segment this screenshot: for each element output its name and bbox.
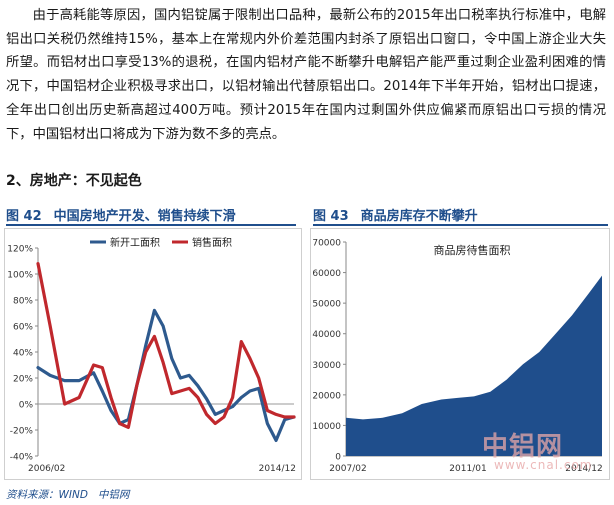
figure-42-number: 图 42 [6,209,42,224]
y-tick-label: 80% [13,297,33,307]
figure-43-caption: 商品房库存不断攀升 [360,209,478,224]
y-tick-label: 60000 [312,269,341,279]
figure-43-number: 图 43 [313,209,349,224]
y-tick-label: -20% [10,427,34,437]
figure-42-title: 图 42 中国房地产开发、销售持续下滑 [6,205,236,224]
x-tick-label: 2006/02 [28,464,65,474]
series-line-2 [36,261,296,429]
legend-label-2: 销售面积 [192,236,232,249]
chart-frame [4,228,302,480]
figure-42-rule [6,224,296,226]
figure-43-rule [313,224,608,226]
y-tick-label: 0 [335,453,341,463]
legend-label-1: 新开工面积 [110,236,160,249]
source-note: 资料来源：WIND 中铝网 [6,487,139,502]
x-tick-label: 2014/12 [259,464,296,474]
y-tick-label: 10000 [312,422,341,432]
line-chart-figure-42: -40% -20% 0% 20% 40% 60% 80% 100% 120% 2006/02 201… [4,228,302,480]
section-heading: 2、房地产：不见起色 [6,173,142,189]
chart-frame [310,228,610,480]
y-tick-label: 0% [19,401,34,411]
source-label: 资料来源：WIND [6,489,88,501]
y-tick-label: 40000 [312,330,341,340]
x-tick-label: 2014/12 [565,464,602,474]
y-tick-label: 30000 [312,361,341,371]
series-line-1 [36,308,296,442]
article-paragraph: 由于高耗能等原因，国内铝锭属于限制出口品种，最新公布的2015年出口税率执行标准… [6,8,606,142]
x-tick-label: 2011/01 [449,464,486,474]
y-tick-label: 50000 [312,300,341,310]
y-tick-label: 120% [7,245,33,255]
y-tick-label: 100% [7,271,33,281]
source-org: 中铝网 [97,489,130,501]
y-tick-label: -40% [10,453,34,463]
area-series [346,275,602,456]
chart-title: 商品房待售面积 [434,243,511,257]
y-tick-label: 40% [13,349,33,359]
figure-43-title: 图 43 商品房库存不断攀升 [313,205,478,224]
watermark-brand: 中铝网 [482,432,564,462]
y-tick-label: 60% [13,323,33,333]
x-tick-label: 2007/02 [329,464,366,474]
figure-42-caption: 中国房地产开发、销售持续下滑 [53,209,236,224]
area-chart-figure-43: 0 10000 20000 30000 40000 50000 60000 70000 商品房待… [310,228,610,480]
watermark-url: www.cnal.com [494,458,593,472]
y-tick-label: 70000 [312,239,341,249]
y-tick-label: 20% [13,375,33,385]
y-tick-label: 20000 [312,391,341,401]
